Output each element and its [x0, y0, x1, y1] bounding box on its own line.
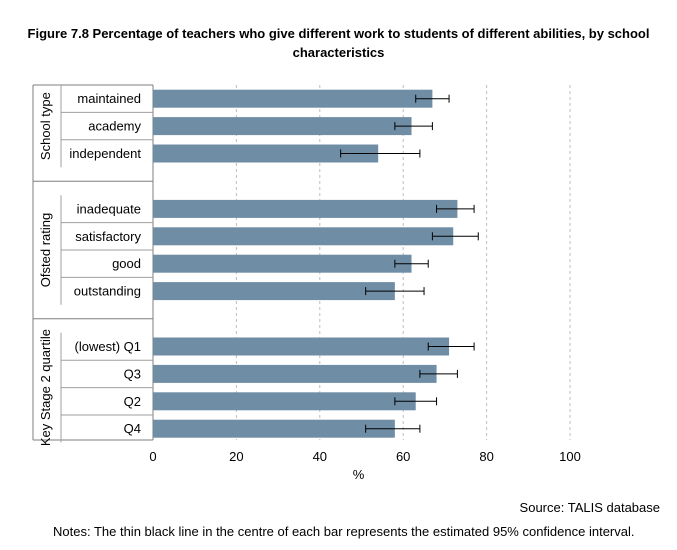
- category-label: Q3: [124, 366, 141, 381]
- group-label: Key Stage 2 quartile: [38, 329, 53, 446]
- bar: [153, 89, 433, 108]
- category-label: academy: [88, 119, 141, 134]
- chart-title: Figure 7.8 Percentage of teachers who gi…: [27, 26, 650, 60]
- bar: [153, 392, 416, 411]
- bar: [153, 117, 412, 136]
- category-label: maintained: [77, 91, 141, 106]
- footnote: Notes: The thin black line in the centre…: [53, 524, 635, 539]
- source-note: Source: TALIS database: [519, 500, 660, 515]
- bar: [153, 419, 395, 438]
- category-label: outstanding: [74, 284, 141, 299]
- bar: [153, 364, 437, 383]
- bar: [153, 337, 450, 356]
- bar: [153, 199, 458, 218]
- x-tick-label: 80: [479, 449, 493, 464]
- category-label: (lowest) Q1: [75, 339, 141, 354]
- bar: [153, 282, 395, 301]
- x-tick-label: 0: [149, 449, 156, 464]
- category-label: good: [112, 256, 141, 271]
- group-label: School type: [38, 92, 53, 160]
- x-tick-label: 20: [229, 449, 243, 464]
- category-label: inadequate: [77, 201, 141, 216]
- bar: [153, 144, 379, 163]
- x-tick-label: 100: [559, 449, 581, 464]
- category-label: independent: [69, 146, 141, 161]
- x-tick-label: 60: [396, 449, 410, 464]
- category-label: Q4: [124, 421, 141, 436]
- group-label: Ofsted rating: [38, 213, 53, 287]
- category-label: satisfactory: [75, 229, 141, 244]
- x-axis-label: %: [353, 467, 365, 482]
- bar: [153, 254, 412, 273]
- bar: [153, 227, 454, 246]
- category-label: Q2: [124, 394, 141, 409]
- x-tick-label: 40: [313, 449, 327, 464]
